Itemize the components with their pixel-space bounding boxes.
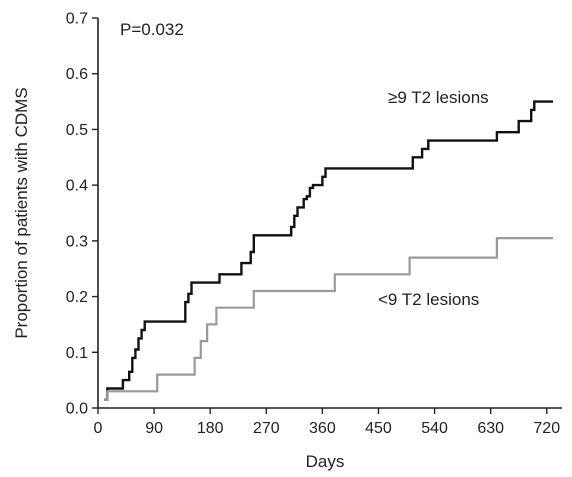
series-line-low — [104, 237, 553, 401]
x-tick-label: 720 — [533, 420, 560, 437]
y-ticks: 0.0 0.1 0.2 0.3 0.4 0.5 0.6 0.7 — [66, 11, 98, 418]
x-tick-label: 540 — [421, 420, 448, 437]
p-value-annotation: P=0.032 — [120, 20, 184, 39]
series-line-high — [104, 100, 553, 401]
x-tick-label: 630 — [477, 420, 504, 437]
y-tick-label: 0.6 — [66, 66, 88, 83]
plot-area — [104, 100, 553, 401]
series-label-low: <9 T2 lesions — [378, 290, 479, 309]
x-tick-label: 450 — [365, 420, 392, 437]
x-tick-label: 90 — [145, 420, 163, 437]
y-tick-label: 0.4 — [66, 178, 88, 195]
x-tick-label: 180 — [197, 420, 224, 437]
x-tick-label: 270 — [253, 420, 280, 437]
y-axis-title: Proportion of patients with CDMS — [12, 87, 31, 338]
y-tick-label: 0.7 — [66, 11, 88, 28]
x-tick-label: 0 — [94, 420, 103, 437]
y-tick-label: 0.3 — [66, 233, 88, 250]
y-tick-label: 0.5 — [66, 122, 88, 139]
y-tick-label: 0.0 — [66, 401, 88, 418]
x-ticks: 0 90 180 270 360 450 540 630 720 — [94, 408, 560, 437]
x-axis-title: Days — [306, 452, 345, 471]
y-tick-label: 0.2 — [66, 289, 88, 306]
series-label-high: ≥9 T2 lesions — [388, 88, 489, 107]
y-tick-label: 0.1 — [66, 345, 88, 362]
x-tick-label: 360 — [309, 420, 336, 437]
